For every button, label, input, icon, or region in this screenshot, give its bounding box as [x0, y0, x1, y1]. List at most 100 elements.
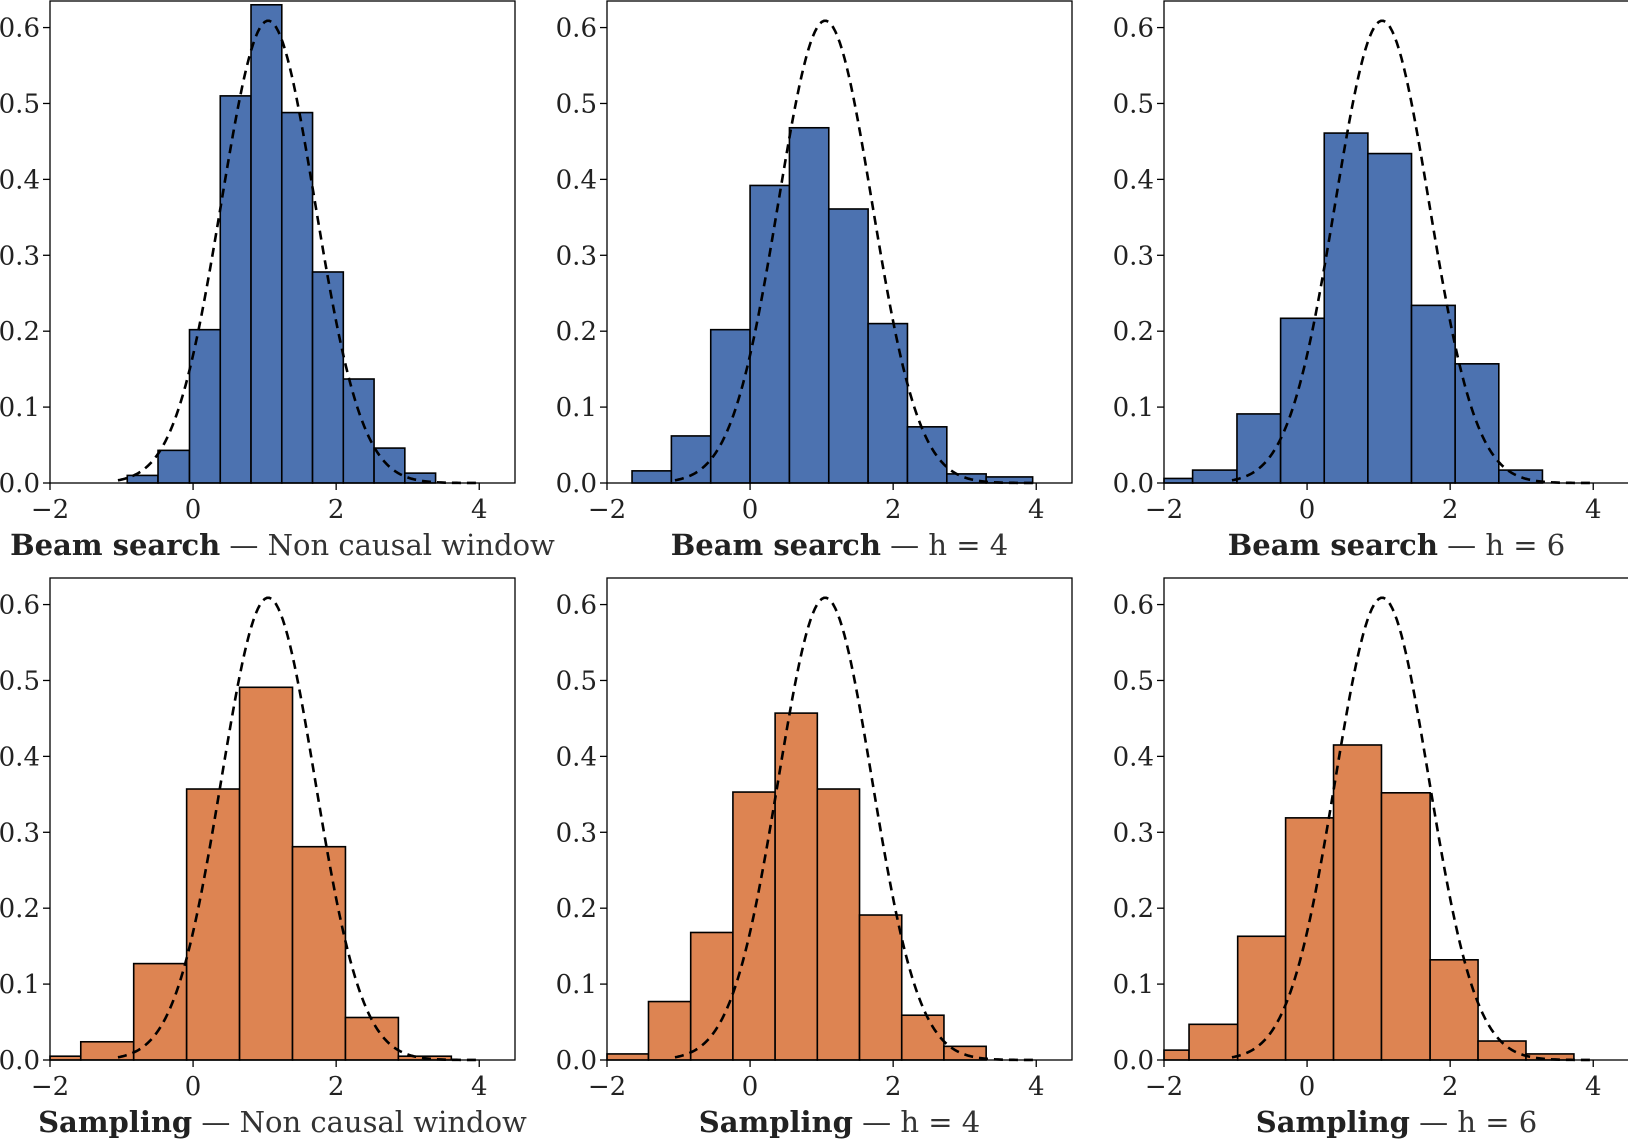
dashed-density-curve — [674, 19, 1037, 485]
y-tick-label: 0.6 — [0, 591, 40, 621]
dashed-density-curve — [674, 596, 1037, 1062]
x-tick-label: 2 — [1442, 1072, 1459, 1102]
x-tick-label: 4 — [1585, 495, 1602, 525]
y-tick-label: 0.3 — [0, 241, 40, 271]
x-tick-label: −2 — [588, 1072, 626, 1102]
caption-method: Sampling — [1256, 1105, 1410, 1139]
axes-frame — [606, 0, 1073, 484]
histogram-bar — [749, 184, 791, 484]
x-tick-label: 2 — [328, 1072, 345, 1102]
caption-method: Beam search — [1228, 528, 1438, 562]
x-tick-label: 0 — [742, 495, 759, 525]
caption-method: Sampling — [699, 1105, 853, 1139]
histogram-bar — [219, 95, 252, 484]
panel-caption: Sampling — h = 4 — [699, 1105, 980, 1139]
histogram-panel: −2 0 2 4 0.0 0.1 0.2 0.3 0.4 0.5 0.6 Sampling — h =… — [556, 577, 1073, 1139]
y-tick-label: 0.5 — [556, 666, 597, 696]
caption-setting: — h = 4 — [881, 528, 1008, 562]
histogram-bar — [188, 328, 222, 484]
histogram-bar — [709, 328, 751, 484]
dashed-density-curve — [1231, 596, 1594, 1062]
x-tick-label: 0 — [185, 495, 202, 525]
axes-frame — [1163, 577, 1628, 1061]
y-tick-label: 0.4 — [556, 742, 597, 772]
x-tick-label: 2 — [328, 495, 345, 525]
histogram-panel: −2 0 2 4 0.0 0.1 0.2 0.3 0.4 0.5 0.6 Beam search — … — [556, 0, 1073, 562]
panel-caption: Beam search — h = 4 — [671, 528, 1008, 562]
y-tick-label: 0.0 — [1113, 1046, 1154, 1076]
caption-setting: — h = 4 — [853, 1105, 980, 1139]
y-tick-label: 0.5 — [556, 89, 597, 119]
y-tick-label: 0.1 — [556, 393, 597, 423]
y-tick-label: 0.3 — [1113, 818, 1154, 848]
y-tick-label: 0.0 — [0, 469, 40, 499]
y-tick-label: 0.1 — [0, 970, 40, 1000]
dashed-density-curve — [117, 19, 480, 485]
y-tick-label: 0.6 — [1113, 14, 1154, 44]
histogram-bar — [342, 378, 375, 484]
caption-setting: — h = 6 — [1410, 1105, 1537, 1139]
histogram-bar — [79, 1040, 135, 1061]
histogram-bar — [816, 788, 861, 1061]
y-tick-label: 0.3 — [1113, 241, 1154, 271]
panel-caption: Sampling — Non causal window — [38, 1105, 527, 1139]
y-tick-label: 0.5 — [1113, 89, 1154, 119]
histogram-bar — [1163, 1049, 1190, 1061]
histogram-panel: −2 0 2 4 0.0 0.1 0.2 0.3 0.4 0.5 0.6 Sampling — h =… — [1113, 577, 1628, 1139]
histogram-bar — [311, 271, 345, 484]
histogram-panel: −2 0 2 4 0.0 0.1 0.2 0.3 0.4 0.5 0.6 Beam search — … — [1113, 0, 1628, 562]
axes-frame — [49, 577, 516, 1061]
x-tick-label: 4 — [1585, 1072, 1602, 1102]
x-tick-label: 4 — [471, 1072, 488, 1102]
histogram-bar — [1188, 1023, 1239, 1061]
x-tick-label: −2 — [31, 495, 69, 525]
y-tick-label: 0.4 — [0, 165, 40, 195]
dashed-density-curve — [1231, 19, 1594, 485]
y-tick-label: 0.3 — [556, 818, 597, 848]
histogram-bar — [157, 449, 191, 484]
y-tick-label: 0.4 — [1113, 165, 1154, 195]
panel-caption: Sampling — h = 6 — [1256, 1105, 1537, 1139]
caption-method: Beam search — [671, 528, 881, 562]
x-tick-label: 4 — [471, 495, 488, 525]
histogram-panel: −2 0 2 4 0.0 0.1 0.2 0.3 0.4 0.5 0.6 Sampling — Non… — [0, 577, 527, 1139]
x-tick-label: 0 — [185, 1072, 202, 1102]
x-tick-label: 0 — [742, 1072, 759, 1102]
y-tick-label: 0.4 — [1113, 742, 1154, 772]
histogram-bar — [238, 686, 294, 1061]
y-tick-label: 0.1 — [556, 970, 597, 1000]
histogram-bar — [1323, 132, 1369, 484]
y-tick-label: 0.0 — [556, 469, 597, 499]
y-tick-label: 0.6 — [0, 14, 40, 44]
y-tick-label: 0.4 — [556, 165, 597, 195]
caption-method: Sampling — [38, 1105, 192, 1139]
histogram-bar — [906, 426, 948, 484]
y-tick-label: 0.2 — [1113, 317, 1154, 347]
histogram-bar — [689, 931, 734, 1061]
histogram-bar — [132, 962, 188, 1061]
y-tick-label: 0.6 — [1113, 591, 1154, 621]
axes-frame — [606, 577, 1073, 1061]
histogram-bar — [1367, 152, 1413, 484]
y-tick-label: 0.0 — [556, 1046, 597, 1076]
histogram-bar — [1191, 469, 1238, 484]
histogram-bar — [631, 470, 673, 484]
y-tick-label: 0.6 — [556, 14, 597, 44]
histogram-bar — [1410, 304, 1456, 484]
panel-caption: Beam search — h = 6 — [1228, 528, 1565, 562]
x-tick-label: 2 — [1442, 495, 1459, 525]
y-tick-label: 0.6 — [556, 591, 597, 621]
histogram-bar — [1380, 792, 1431, 1061]
x-tick-label: −2 — [31, 1072, 69, 1102]
histogram-bar — [647, 1000, 692, 1061]
y-tick-label: 0.4 — [0, 742, 40, 772]
y-tick-label: 0.2 — [0, 317, 40, 347]
x-tick-label: 2 — [885, 495, 902, 525]
histogram-bar — [250, 3, 283, 484]
x-tick-label: 4 — [1028, 495, 1045, 525]
histogram-bar — [280, 111, 314, 484]
x-tick-label: 0 — [1299, 495, 1316, 525]
y-tick-label: 0.2 — [0, 894, 40, 924]
histogram-bar — [1279, 317, 1326, 484]
caption-method: Beam search — [10, 528, 220, 562]
